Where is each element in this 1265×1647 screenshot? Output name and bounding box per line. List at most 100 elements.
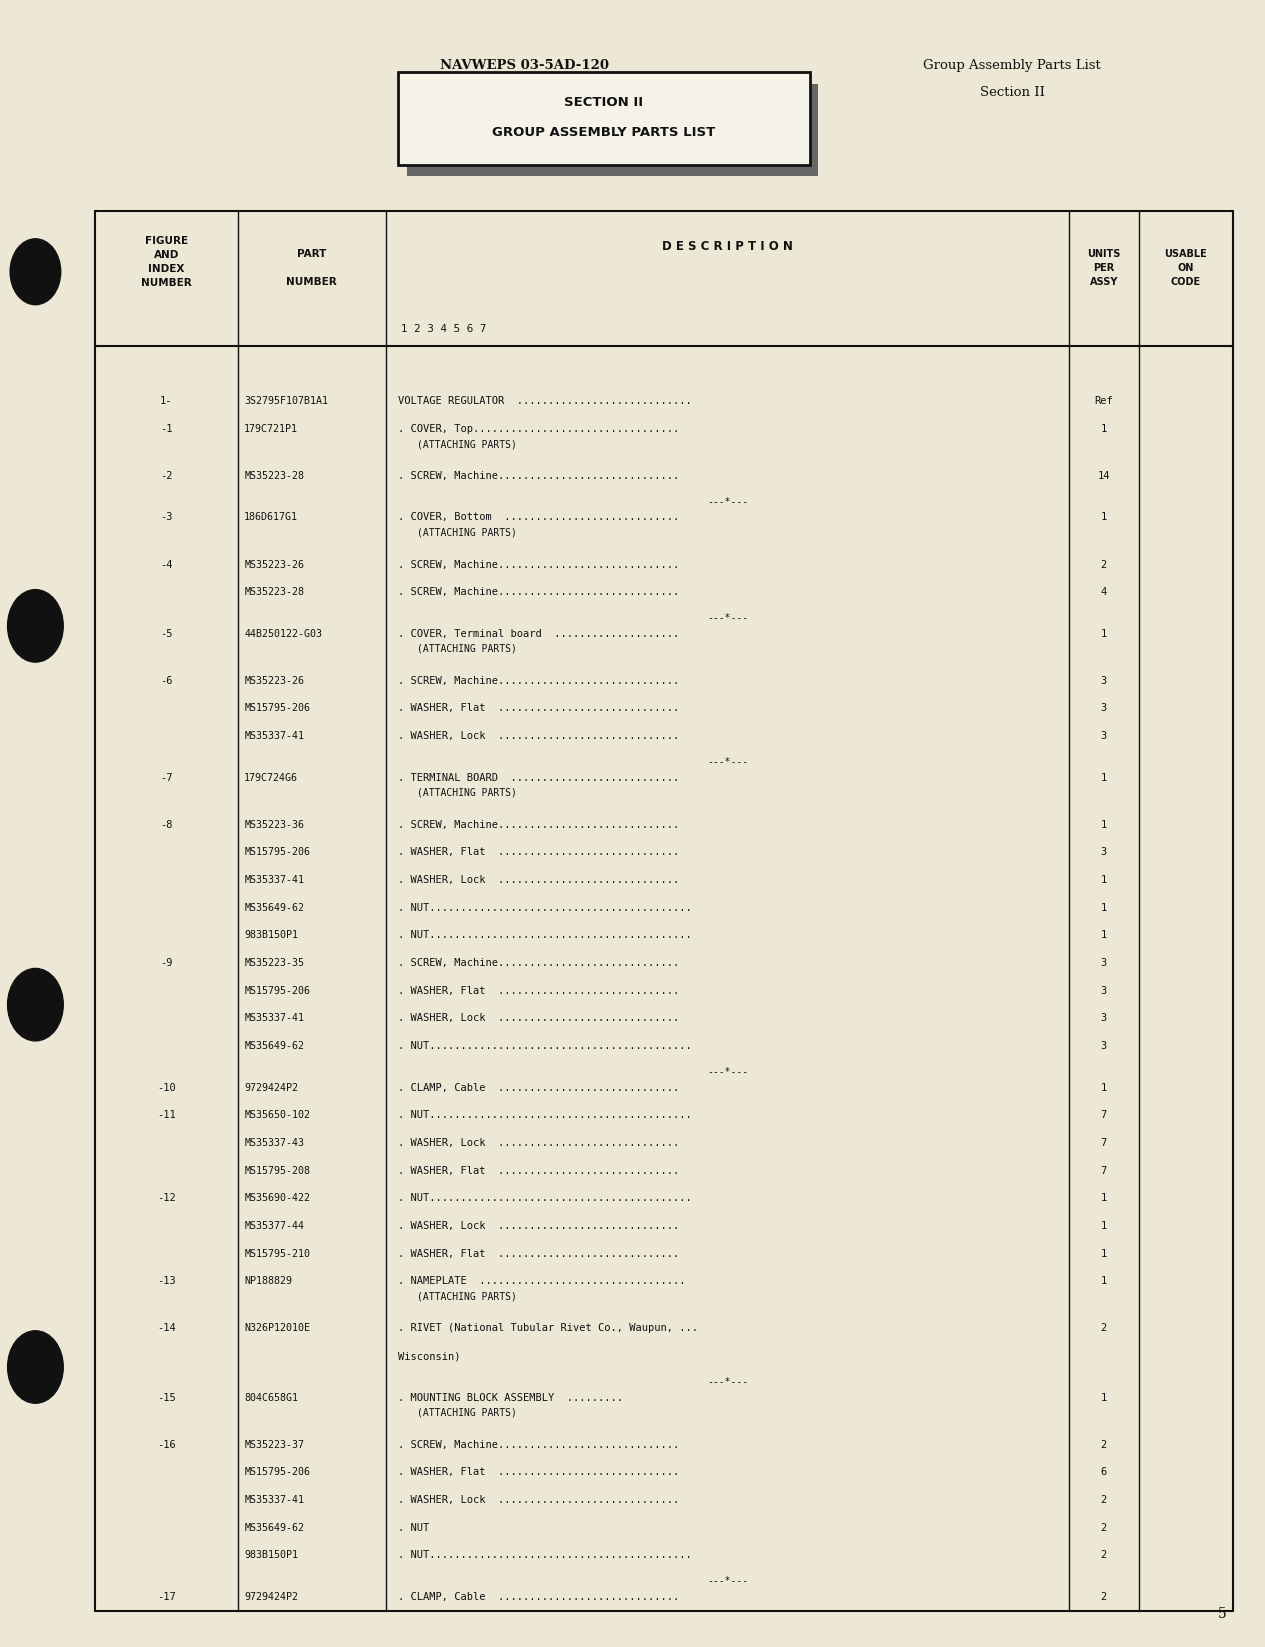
Text: 2: 2 [1101, 1593, 1107, 1603]
Text: 3: 3 [1101, 1041, 1107, 1051]
Text: MS35649-62: MS35649-62 [244, 1523, 304, 1533]
Text: . WASHER, Flat  .............................: . WASHER, Flat .........................… [398, 987, 679, 996]
Circle shape [10, 239, 61, 305]
Text: MS35337-41: MS35337-41 [244, 731, 304, 741]
Text: MS35690-422: MS35690-422 [244, 1194, 310, 1204]
Text: 1: 1 [1101, 772, 1107, 782]
Text: MS35223-37: MS35223-37 [244, 1439, 304, 1449]
Text: -15: -15 [157, 1393, 176, 1403]
Text: 2: 2 [1101, 1324, 1107, 1334]
Text: 1: 1 [1101, 512, 1107, 522]
Text: NP188829: NP188829 [244, 1276, 292, 1286]
Text: -10: -10 [157, 1082, 176, 1092]
Text: 6: 6 [1101, 1467, 1107, 1477]
Text: MS35377-44: MS35377-44 [244, 1220, 304, 1230]
Text: MS35649-62: MS35649-62 [244, 1041, 304, 1051]
Text: . SCREW, Machine.............................: . SCREW, Machine........................… [398, 959, 679, 968]
Text: MS35223-26: MS35223-26 [244, 560, 304, 570]
Text: . COVER, Bottom  ............................: . COVER, Bottom ........................… [398, 512, 679, 522]
Text: (ATTACHING PARTS): (ATTACHING PARTS) [417, 440, 517, 450]
Text: 1: 1 [1101, 903, 1107, 912]
Text: (ATTACHING PARTS): (ATTACHING PARTS) [417, 1291, 517, 1301]
Text: D E S C R I P T I O N: D E S C R I P T I O N [662, 240, 793, 254]
Text: 1: 1 [1101, 820, 1107, 830]
Text: . NUT..........................................: . NUT...................................… [398, 903, 692, 912]
Text: MS35223-35: MS35223-35 [244, 959, 304, 968]
Text: 7: 7 [1101, 1110, 1107, 1120]
Text: Section II: Section II [979, 86, 1045, 99]
Text: 983B150P1: 983B150P1 [244, 931, 299, 940]
Text: MS35650-102: MS35650-102 [244, 1110, 310, 1120]
Text: 1: 1 [1101, 1220, 1107, 1230]
Text: -8: -8 [161, 820, 172, 830]
Text: MS35223-36: MS35223-36 [244, 820, 304, 830]
Text: 3: 3 [1101, 848, 1107, 858]
Text: 3S2795F107B1A1: 3S2795F107B1A1 [244, 397, 328, 407]
Text: 186D617G1: 186D617G1 [244, 512, 299, 522]
Text: ---*---: ---*--- [707, 1375, 748, 1387]
Text: 179C724G6: 179C724G6 [244, 772, 299, 782]
Text: NAVWEPS 03-5AD-120: NAVWEPS 03-5AD-120 [440, 59, 610, 72]
Text: MS35337-43: MS35337-43 [244, 1138, 304, 1148]
Text: -11: -11 [157, 1110, 176, 1120]
Text: . WASHER, Flat  .............................: . WASHER, Flat .........................… [398, 1467, 679, 1477]
Text: 2: 2 [1101, 1495, 1107, 1505]
Circle shape [8, 1331, 63, 1403]
Text: . SCREW, Machine.............................: . SCREW, Machine........................… [398, 471, 679, 481]
Text: . SCREW, Machine.............................: . SCREW, Machine........................… [398, 675, 679, 685]
Text: . WASHER, Flat  .............................: . WASHER, Flat .........................… [398, 703, 679, 713]
Text: . SCREW, Machine.............................: . SCREW, Machine........................… [398, 588, 679, 598]
Bar [95, 211, 1233, 1611]
Text: MS35223-26: MS35223-26 [244, 675, 304, 685]
Text: . WASHER, Flat  .............................: . WASHER, Flat .........................… [398, 848, 679, 858]
Text: . WASHER, Lock  .............................: . WASHER, Lock .........................… [398, 1495, 679, 1505]
Text: . WASHER, Lock  .............................: . WASHER, Lock .........................… [398, 875, 679, 884]
Text: . RIVET (National Tubular Rivet Co., Waupun, ...: . RIVET (National Tubular Rivet Co., Wau… [398, 1324, 698, 1334]
Text: MS35223-28: MS35223-28 [244, 588, 304, 598]
Text: -12: -12 [157, 1194, 176, 1204]
Text: 7: 7 [1101, 1166, 1107, 1176]
Text: SECTION II: SECTION II [564, 96, 644, 109]
Text: MS15795-208: MS15795-208 [244, 1166, 310, 1176]
Text: 9729424P2: 9729424P2 [244, 1082, 299, 1092]
Text: (ATTACHING PARTS): (ATTACHING PARTS) [417, 787, 517, 797]
Text: USABLE
ON
CODE: USABLE ON CODE [1165, 249, 1207, 288]
Text: . MOUNTING BLOCK ASSEMBLY  .........: . MOUNTING BLOCK ASSEMBLY ......... [398, 1393, 624, 1403]
Text: 1: 1 [1101, 1276, 1107, 1286]
Text: . SCREW, Machine.............................: . SCREW, Machine........................… [398, 1439, 679, 1449]
Text: 5: 5 [1218, 1606, 1227, 1621]
Text: 983B150P1: 983B150P1 [244, 1550, 299, 1560]
Text: 2: 2 [1101, 1523, 1107, 1533]
Text: . NUT: . NUT [398, 1523, 430, 1533]
Text: 1: 1 [1101, 1082, 1107, 1092]
Text: MS35223-28: MS35223-28 [244, 471, 304, 481]
Text: MS35337-41: MS35337-41 [244, 875, 304, 884]
Text: 1: 1 [1101, 1194, 1107, 1204]
Text: 1-: 1- [161, 397, 172, 407]
Text: (ATTACHING PARTS): (ATTACHING PARTS) [417, 644, 517, 654]
Text: . CLAMP, Cable  .............................: . CLAMP, Cable .........................… [398, 1082, 679, 1092]
Text: MS15795-206: MS15795-206 [244, 703, 310, 713]
Text: -1: -1 [161, 423, 172, 433]
Text: MS35337-41: MS35337-41 [244, 1495, 304, 1505]
Text: . COVER, Top.................................: . COVER, Top............................… [398, 423, 679, 433]
Text: N326P12010E: N326P12010E [244, 1324, 310, 1334]
Text: 7: 7 [1101, 1138, 1107, 1148]
Text: 3: 3 [1101, 959, 1107, 968]
Text: 1: 1 [1101, 931, 1107, 940]
Text: MS15795-206: MS15795-206 [244, 848, 310, 858]
Text: -7: -7 [161, 772, 172, 782]
Text: ---*---: ---*--- [707, 1575, 748, 1586]
Text: . NUT..........................................: . NUT...................................… [398, 1110, 692, 1120]
Text: -16: -16 [157, 1439, 176, 1449]
Text: -17: -17 [157, 1593, 176, 1603]
Text: -2: -2 [161, 471, 172, 481]
Text: . NUT..........................................: . NUT...................................… [398, 1550, 692, 1560]
Text: . NUT..........................................: . NUT...................................… [398, 1194, 692, 1204]
Text: (ATTACHING PARTS): (ATTACHING PARTS) [417, 527, 517, 537]
Text: . COVER, Terminal board  ....................: . COVER, Terminal board ................… [398, 629, 679, 639]
Text: ---*---: ---*--- [707, 756, 748, 766]
Text: MS35649-62: MS35649-62 [244, 903, 304, 912]
Text: 1: 1 [1101, 629, 1107, 639]
Text: -13: -13 [157, 1276, 176, 1286]
